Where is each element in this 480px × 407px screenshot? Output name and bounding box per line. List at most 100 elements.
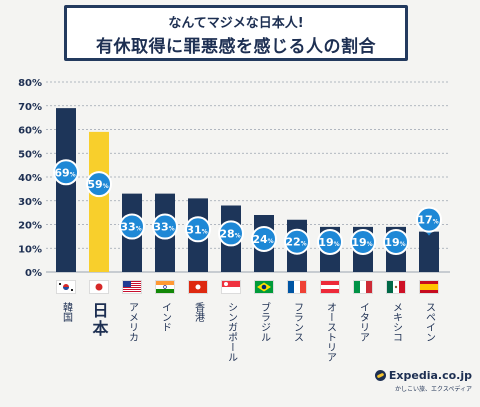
y-tick-label: 30% [18, 197, 42, 208]
category-label: アメリカ [127, 302, 138, 342]
value-badge: 31% [185, 216, 211, 243]
bar [56, 108, 76, 272]
flag-part [156, 289, 174, 293]
y-tick-label: 0% [25, 268, 42, 279]
category-label: フランス [292, 302, 303, 342]
expedia-logo-icon [374, 370, 386, 381]
data-label-unit: % [301, 241, 307, 248]
flag-part [123, 285, 141, 286]
badge-circle [152, 213, 178, 240]
flag-part [387, 281, 393, 293]
flag-part [288, 281, 294, 293]
category-label: ブラジル [259, 301, 271, 342]
data-label-unit: % [70, 171, 76, 178]
value-badge: 33% [119, 213, 145, 240]
category-label: イタリア [358, 302, 370, 342]
value-badge: 19% [317, 229, 343, 255]
flag-part [394, 285, 398, 289]
category-label: メキシコ [391, 302, 402, 342]
flag-part [123, 291, 141, 292]
value-badge: 33% [152, 213, 178, 240]
flag-part [59, 283, 61, 285]
badge-circle [119, 213, 145, 240]
value-badge: 19% [383, 229, 409, 255]
spain-flag [419, 280, 439, 294]
value-badge: 19% [350, 229, 376, 255]
singapore-flag [221, 280, 241, 294]
category-label: スペイン [424, 302, 436, 342]
chart-title-line2: 有休取得に罪悪感を感じる人の割合 [96, 37, 376, 57]
category-label: 日本 [90, 302, 109, 338]
y-tick-label: 70% [18, 102, 42, 113]
value-badge: 24% [251, 225, 277, 252]
usa-flag [122, 280, 142, 294]
south-korea-flag [56, 280, 76, 294]
flag-part [195, 284, 201, 290]
category-label: インド [160, 302, 172, 332]
badge-circle [86, 171, 112, 198]
flag-part [222, 281, 240, 287]
data-label-unit: % [367, 241, 373, 248]
flag-part [261, 284, 267, 290]
category-label: 韓国 [61, 302, 73, 323]
flag-part [123, 281, 141, 282]
data-label-unit: % [136, 226, 142, 233]
badge-circle [317, 229, 343, 255]
france-flag [287, 280, 307, 294]
flag-part [300, 281, 306, 293]
title-box: なんてマジメな日本人! 有休取得に罪悪感を感じる人の割合 [64, 5, 408, 61]
flag-part [156, 281, 174, 285]
badge-circle [53, 159, 79, 186]
austria-flag [320, 280, 340, 294]
category-label: オーストリア [325, 302, 336, 362]
bar [89, 131, 109, 272]
bar [419, 231, 439, 272]
data-label-unit: % [202, 228, 208, 235]
value-badge: 59% [86, 171, 112, 198]
data-label-unit: % [169, 226, 175, 233]
y-tick-label: 10% [18, 244, 42, 255]
value-badge: 17% [416, 206, 442, 236]
y-tick-label: 60% [18, 126, 42, 137]
brazil-flag [254, 280, 274, 294]
data-label-unit: % [268, 238, 274, 245]
y-tick-label: 20% [18, 221, 42, 232]
flag-part [123, 281, 131, 287]
flag-part [95, 283, 103, 291]
japan-flag [89, 280, 109, 294]
brand-name: Expedia.co.jp [388, 369, 472, 382]
flag-part [63, 287, 69, 290]
flag-part [420, 284, 438, 290]
flag-part [321, 281, 339, 285]
mexico-flag [386, 280, 406, 294]
data-label-unit: % [433, 219, 439, 226]
chart-title-line1: なんてマジメな日本人! [168, 16, 304, 31]
category-label: シンガポール [226, 302, 238, 362]
y-tick-label: 50% [18, 149, 42, 160]
badge-circle [383, 229, 409, 255]
brand-tagline: かしこい旅、エクスペディア [395, 386, 472, 393]
flag-part [399, 281, 405, 293]
data-label-unit: % [103, 183, 109, 190]
flag-part [123, 283, 141, 284]
flag-part [123, 287, 141, 288]
india-flag [155, 280, 175, 294]
value-badge: 22% [284, 228, 310, 255]
badge-circle [251, 225, 277, 252]
flag-part [354, 281, 360, 293]
badge-circle [416, 206, 442, 233]
data-label-unit: % [235, 232, 241, 239]
badge-circle [185, 216, 211, 243]
italy-flag [353, 280, 373, 294]
hong-kong-flag [188, 280, 208, 294]
value-badge: 69% [53, 159, 79, 186]
flag-part [366, 281, 372, 293]
data-label-unit: % [334, 241, 340, 248]
flag-part [123, 289, 141, 290]
y-tick-label: 40% [18, 173, 42, 184]
flag-part [71, 289, 73, 291]
flag-part [321, 289, 339, 293]
flag-part [224, 282, 228, 286]
category-label: 香港 [193, 302, 205, 322]
